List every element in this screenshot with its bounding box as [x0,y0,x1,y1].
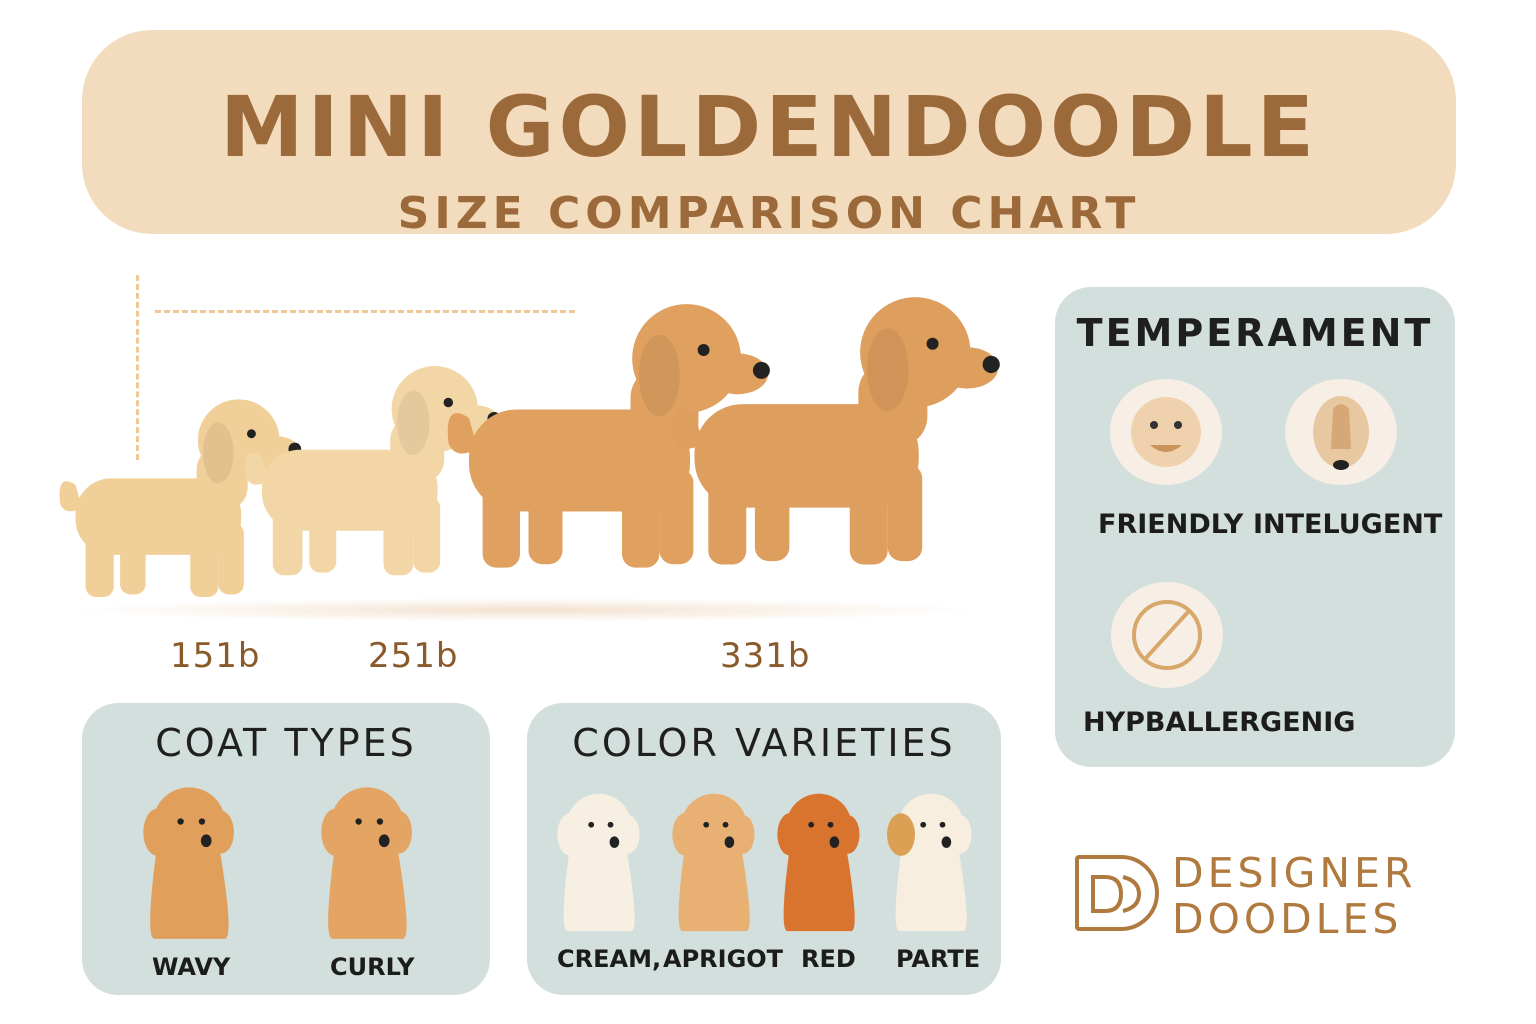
brain-icon [1285,379,1397,485]
weight-label-medium: 251b [368,636,459,676]
brand-name: DESIGNER DOODLES [1172,850,1416,942]
red-dog [767,788,867,933]
color-label-parti: PARTE [896,945,981,973]
header-banner: MINI GOLDENDOODLE SIZE COMPARISON CHART [82,30,1456,239]
weight-label-small: 151b [170,636,261,676]
smiling-face-icon [1110,379,1222,485]
page-subtitle: SIZE COMPARISON CHART [397,188,1141,239]
apricot-dog [662,788,762,933]
ground-shadow [70,598,985,622]
temperament-label-friendly: FRIENDLY [1098,509,1244,540]
color-varieties-title: COLOR VARIETIES [572,721,956,765]
temperament-label-intelligent: INTELUGENT [1253,509,1443,540]
height-guide-horizontal [155,310,575,313]
color-varieties-panel: COLOR VARIETIES CREAM, APRIGOT RED PARTE [527,703,1001,995]
color-label-red: RED [801,945,856,973]
temperament-title: TEMPERAMENT [1076,311,1434,355]
height-guide-vertical [136,275,139,460]
temperament-label-hypoallergenic: HYPBALLERGENIG [1083,707,1356,738]
coat-types-panel: COAT TYPES WAVY CURLY [82,703,490,995]
coat-label-curly: CURLY [330,953,415,981]
wavy-coat-dog [132,781,242,941]
brand-logo [1075,855,1159,931]
parti-dog [887,788,979,933]
color-label-apricot: APRIGOT [663,945,784,973]
cream-dog [547,788,647,933]
no-symbol-icon [1111,582,1223,688]
dog-largest [660,245,1005,615]
weight-label-large: 331b [720,636,811,676]
curly-coat-dog [310,781,420,941]
coat-label-wavy: WAVY [152,953,231,981]
temperament-panel: TEMPERAMENT FRIENDLY INTELUGENT HYPBALLE… [1055,287,1455,767]
color-label-cream: CREAM, [557,945,662,973]
brand-line-1: DESIGNER [1172,849,1417,897]
page-title: MINI GOLDENDOODLE [219,78,1319,176]
coat-types-title: COAT TYPES [155,721,417,765]
brand-monogram [1091,875,1142,913]
brand-line-2: DOODLES [1172,895,1403,943]
